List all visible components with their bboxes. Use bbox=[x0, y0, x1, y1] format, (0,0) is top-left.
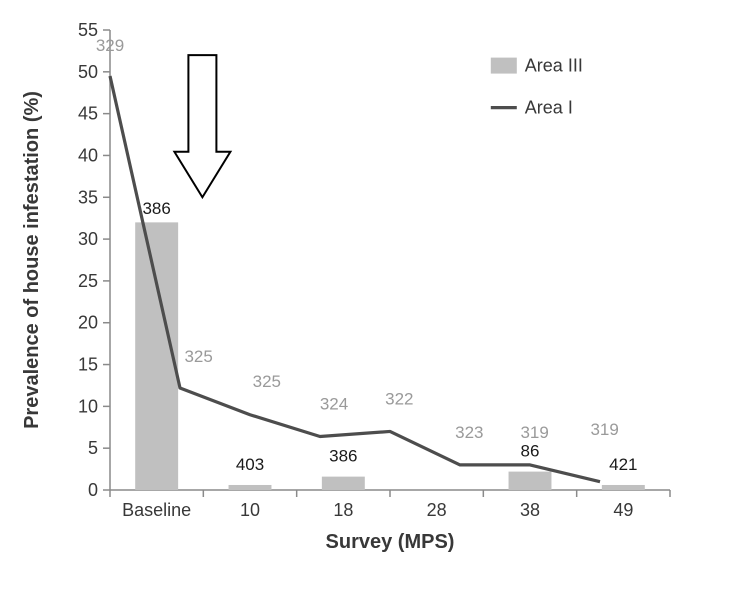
bar-label: 86 bbox=[521, 442, 540, 461]
line-label: 324 bbox=[320, 395, 348, 414]
y-tick-label: 30 bbox=[78, 229, 98, 249]
y-tick-label: 25 bbox=[78, 271, 98, 291]
y-tick-label: 10 bbox=[78, 396, 98, 416]
legend-label-bar: Area III bbox=[525, 56, 583, 76]
y-tick-label: 45 bbox=[78, 104, 98, 124]
legend-label-line: Area I bbox=[525, 98, 573, 118]
bar bbox=[229, 485, 272, 490]
line-label: 329 bbox=[96, 36, 124, 55]
bar bbox=[322, 477, 365, 490]
y-tick-label: 20 bbox=[78, 313, 98, 333]
x-tick-label: 18 bbox=[333, 500, 353, 520]
line-label: 323 bbox=[455, 423, 483, 442]
y-tick-label: 5 bbox=[88, 438, 98, 458]
bar-label: 386 bbox=[142, 199, 170, 218]
x-tick-label: 49 bbox=[613, 500, 633, 520]
x-tick-label: 28 bbox=[427, 500, 447, 520]
y-tick-label: 50 bbox=[78, 62, 98, 82]
x-tick-label: 38 bbox=[520, 500, 540, 520]
y-tick-label: 15 bbox=[78, 355, 98, 375]
y-tick-label: 40 bbox=[78, 145, 98, 165]
line-label: 325 bbox=[253, 372, 281, 391]
y-axis-title: Prevalence of house infestation (%) bbox=[21, 91, 43, 429]
x-axis-title: Survey (MPS) bbox=[326, 531, 455, 553]
chart-svg: 0510152025303540455055Baseline1018283849… bbox=[0, 0, 750, 600]
chart-container: 0510152025303540455055Baseline1018283849… bbox=[0, 0, 750, 600]
bar bbox=[509, 472, 552, 490]
x-tick-label: Baseline bbox=[122, 500, 191, 520]
line-label: 319 bbox=[520, 423, 548, 442]
y-tick-label: 35 bbox=[78, 187, 98, 207]
bar-label: 421 bbox=[609, 455, 637, 474]
x-tick-label: 10 bbox=[240, 500, 260, 520]
line-label: 319 bbox=[590, 420, 618, 439]
line-label: 322 bbox=[385, 390, 413, 409]
bar-label: 403 bbox=[236, 455, 264, 474]
line-label: 325 bbox=[184, 347, 212, 366]
legend-swatch-bar bbox=[491, 58, 517, 74]
y-tick-label: 0 bbox=[88, 480, 98, 500]
bar-label: 386 bbox=[329, 447, 357, 466]
bar bbox=[602, 485, 645, 490]
